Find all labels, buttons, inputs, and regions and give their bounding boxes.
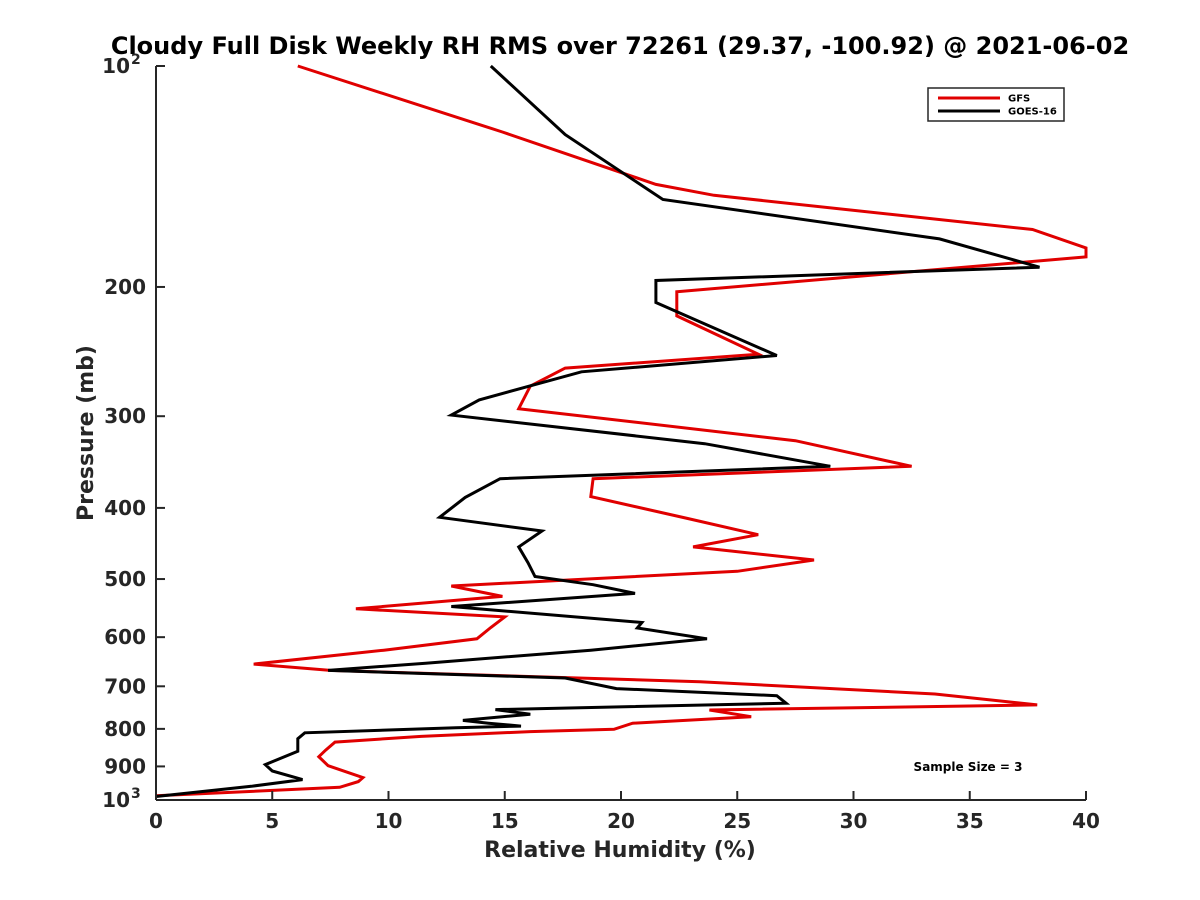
series-line-goes-16: [155, 64, 1040, 798]
x-tick-label: 5: [265, 809, 279, 833]
y-tick-superscript: 3: [131, 786, 141, 802]
y-tick-label: 10: [102, 788, 130, 812]
sample-size-annotation: Sample Size = 3: [914, 760, 1023, 774]
y-tick-label: 700: [104, 674, 146, 698]
y-tick-label: 500: [104, 567, 146, 591]
x-axis-label: Relative Humidity (%): [484, 838, 756, 863]
y-tick-label: 200: [104, 275, 146, 299]
x-tick-label: 40: [1072, 809, 1100, 833]
y-axis-label: Pressure (mb): [74, 345, 99, 521]
x-tick-label: 25: [723, 809, 751, 833]
x-tick-label: 20: [607, 809, 635, 833]
x-tick-label: 0: [149, 809, 163, 833]
y-tick-label: 600: [104, 625, 146, 649]
x-tick-label: 10: [375, 809, 403, 833]
x-tick-label: 30: [840, 809, 868, 833]
y-tick-label: 400: [104, 496, 146, 520]
y-tick-label: 800: [104, 717, 146, 741]
chart-title: Cloudy Full Disk Weekly RH RMS over 7226…: [111, 32, 1129, 60]
x-tick-label: 15: [491, 809, 519, 833]
y-tick-superscript: 2: [131, 52, 141, 68]
y-tick-label: 900: [104, 754, 146, 778]
legend-box: [927, 87, 1065, 122]
x-tick-label: 35: [956, 809, 984, 833]
legend-label: GFS: [1008, 94, 1030, 105]
legend: GFS GOES-16: [927, 87, 1065, 122]
y-tick-label: 300: [104, 404, 146, 428]
y-tick-label: 10: [102, 54, 130, 78]
legend-label: GOES-16: [1008, 107, 1057, 118]
